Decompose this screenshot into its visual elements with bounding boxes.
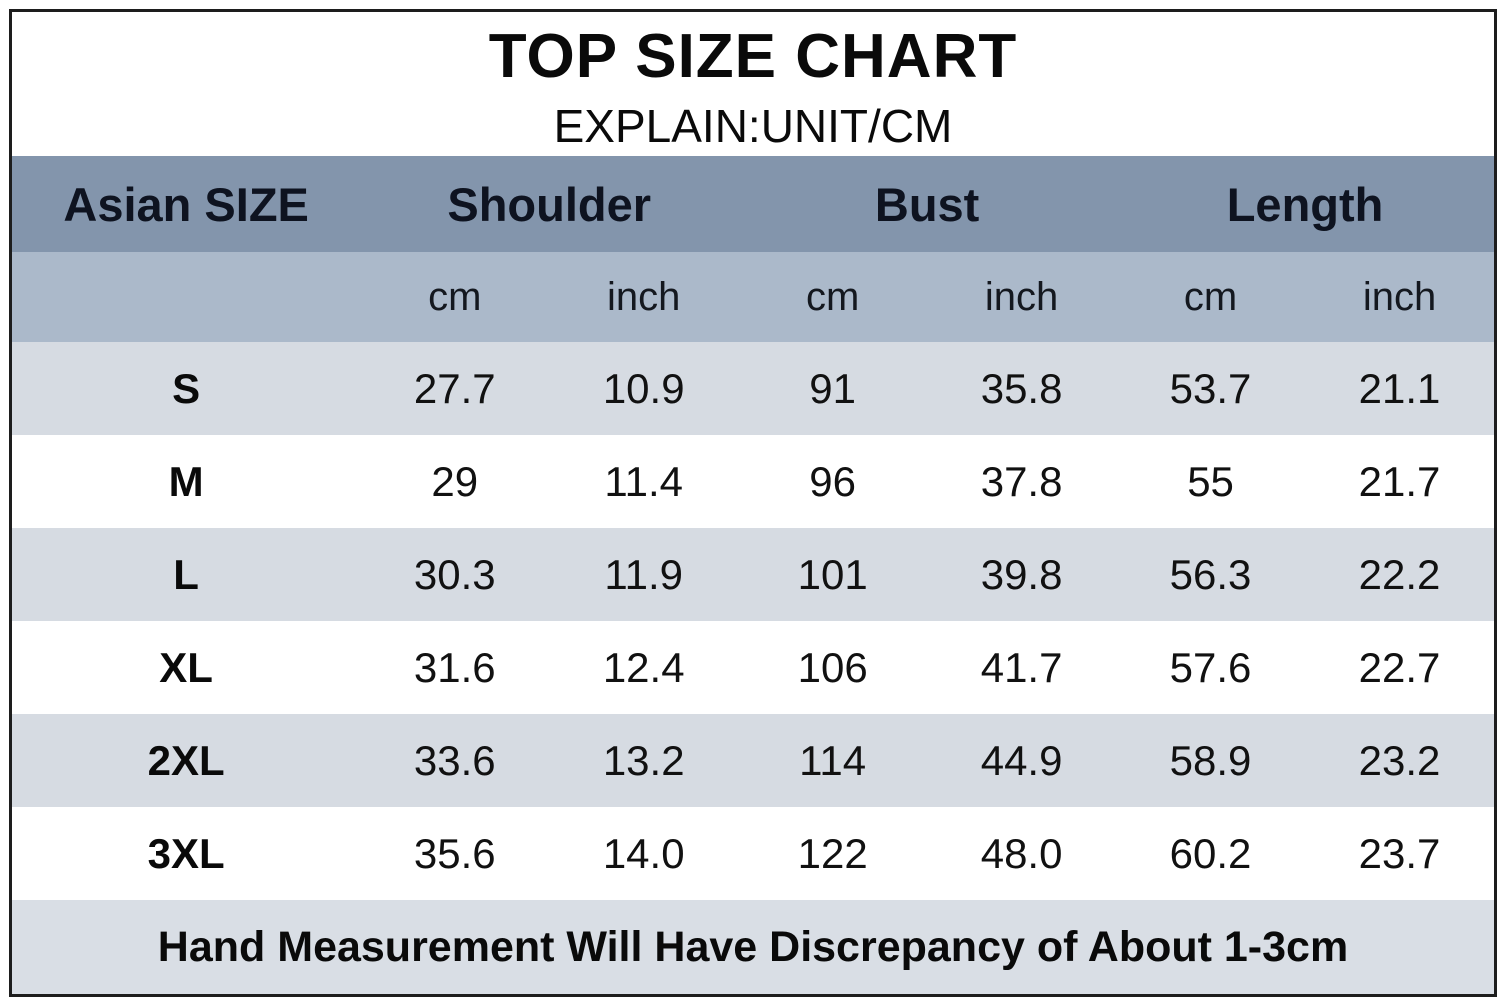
value-bust-inch: 48.0 [980,829,1063,877]
value-length-cm: 60.2 [1169,829,1252,877]
value-bust-inch: 37.8 [980,457,1063,505]
value-shoulder-cm: 29 [431,457,479,505]
chart-subtitle: EXPLAIN:UNIT/CM [553,100,953,153]
unit-header-length-cm: cm [1183,274,1238,319]
unit-header-bust-cm: cm [805,274,860,319]
value-shoulder-inch: 11.4 [604,457,684,505]
value-length-inch: 21.7 [1358,457,1441,505]
value-bust-inch: 41.7 [980,643,1063,691]
header-row-units: cm inch cm inch cm inch [12,252,1494,342]
unit-header-length-inch: inch [1362,274,1437,319]
table-row-s: S 27.7 10.9 91 35.8 53.7 21.1 [12,342,1494,435]
table-row-m: M 29 11.4 96 37.8 55 21.7 [12,435,1494,528]
size-table: Asian SIZE Shoulder Bust Length cm inch … [12,156,1494,994]
col-header-shoulder: Shoulder [447,177,652,231]
value-bust-cm: 91 [809,364,856,412]
value-shoulder-cm: 33.6 [413,736,496,784]
value-length-cm: 57.6 [1169,643,1252,691]
value-shoulder-inch: 10.9 [602,364,685,412]
title-area: TOP SIZE CHART EXPLAIN:UNIT/CM [12,12,1494,156]
value-shoulder-cm: 31.6 [413,643,496,691]
value-length-inch: 23.2 [1358,736,1441,784]
value-shoulder-inch: 12.4 [602,643,685,691]
col-header-length: Length [1226,177,1384,231]
value-length-inch: 23.7 [1358,829,1441,877]
table-row-3xl: 3XL 35.6 14.0 122 48.0 60.2 23.7 [12,807,1494,900]
value-bust-cm: 122 [797,829,868,877]
value-bust-inch: 35.8 [980,364,1063,412]
footer-note: Hand Measurement Will Have Discrepancy o… [157,922,1349,971]
value-length-inch: 22.2 [1358,550,1441,598]
value-shoulder-inch: 13.2 [602,736,685,784]
footer-note-row: Hand Measurement Will Have Discrepancy o… [12,900,1494,994]
value-bust-cm: 114 [799,736,867,784]
value-length-inch: 22.7 [1358,643,1441,691]
value-shoulder-cm: 35.6 [413,829,496,877]
value-bust-cm: 106 [797,643,868,691]
size-label: S [172,364,201,412]
col-header-asian-size: Asian SIZE [63,177,309,231]
value-bust-cm: 96 [809,457,856,505]
table-row-xl: XL 31.6 12.4 106 41.7 57.6 22.7 [12,621,1494,714]
unit-header-empty [12,252,360,342]
value-length-cm: 56.3 [1169,550,1252,598]
size-label: 3XL [147,829,225,877]
value-shoulder-cm: 30.3 [413,550,496,598]
unit-header-bust-inch: inch [984,274,1059,319]
size-label: M [168,457,204,505]
chart-title: TOP SIZE CHART [488,22,1018,91]
unit-header-shoulder-inch: inch [607,274,681,319]
value-length-inch: 21.1 [1358,364,1441,412]
col-header-bust: Bust [874,177,980,231]
value-shoulder-cm: 27.7 [413,364,496,412]
value-bust-inch: 39.8 [980,550,1063,598]
value-bust-inch: 44.9 [980,736,1063,784]
size-label: 2XL [147,736,225,784]
value-bust-cm: 101 [797,550,868,598]
value-length-cm: 58.9 [1169,736,1252,784]
size-label: XL [159,643,213,691]
value-shoulder-inch: 14.0 [602,829,685,877]
size-label: L [173,550,199,598]
value-length-cm: 55 [1187,457,1234,505]
table-row-2xl: 2XL 33.6 13.2 114 44.9 58.9 23.2 [12,714,1494,807]
value-length-cm: 53.7 [1169,364,1252,412]
table-row-l: L 30.3 11.9 101 39.8 56.3 22.2 [12,528,1494,621]
chart-frame: TOP SIZE CHART EXPLAIN:UNIT/CM Asian SIZ… [9,9,1497,997]
header-row-groups: Asian SIZE Shoulder Bust Length [12,156,1494,252]
value-shoulder-inch: 11.9 [604,550,684,598]
unit-header-shoulder-cm: cm [428,274,482,319]
